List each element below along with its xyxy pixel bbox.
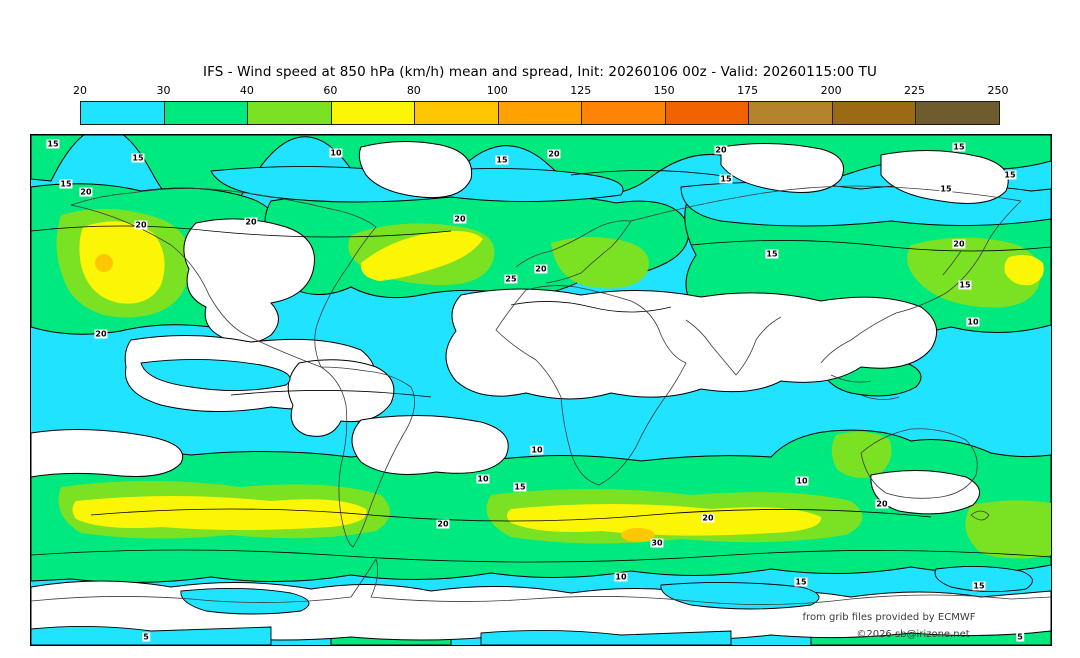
colorbar-segment — [748, 102, 832, 124]
spread-contours — [31, 170, 1051, 563]
coastlines — [31, 185, 1051, 605]
colorbar-segment — [915, 102, 1000, 124]
colorbar-segment — [330, 102, 415, 124]
colorbar-tick-label: 150 — [653, 84, 675, 97]
colorbar-segment — [163, 102, 248, 124]
field-orange-spots — [95, 254, 655, 542]
colorbar-tick-label: 125 — [570, 84, 592, 97]
colorbar — [80, 101, 1000, 125]
colorbar-segment — [497, 102, 582, 124]
field-yellow-regions — [72, 221, 1044, 536]
colorbar-segment — [81, 102, 164, 124]
credits-source: from grib files provided by ECMWF — [802, 612, 976, 623]
colorbar-tick-label: 80 — [406, 84, 421, 97]
colorbar-tick-label: 30 — [156, 84, 171, 97]
credits-copyright: ©2026 sb@irizone.net — [856, 629, 970, 640]
wind-speed-field — [31, 135, 1051, 645]
colorbar-segment — [581, 102, 665, 124]
colorbar-tick-label: 200 — [820, 84, 842, 97]
colorbar-tick-label: 250 — [987, 84, 1009, 97]
colorbar-segment — [247, 102, 331, 124]
colorbar-segment — [414, 102, 498, 124]
colorbar-tick-label: 100 — [486, 84, 508, 97]
colorbar-tick-label: 60 — [323, 84, 338, 97]
field-cyan-patches — [31, 358, 1033, 645]
colorbar-tick-label: 40 — [239, 84, 254, 97]
colorbar-segment — [831, 102, 916, 124]
colorbar-ticks: 20 30 40 60 80 100 125 150 175 200 225 250 — [73, 84, 1009, 98]
colorbar-segment — [664, 102, 749, 124]
colorbar-tick-label: 20 — [73, 84, 87, 97]
colorbar-tick-label: 225 — [904, 84, 926, 97]
chart-title: IFS - Wind speed at 850 hPa (km/h) mean … — [203, 64, 877, 80]
colorbar-tick-label: 175 — [737, 84, 759, 97]
world-map: 15 15 15 20 10 20 20 20 20 15 20 15 20 20 25 15 15 15 20 15… — [30, 134, 1052, 646]
